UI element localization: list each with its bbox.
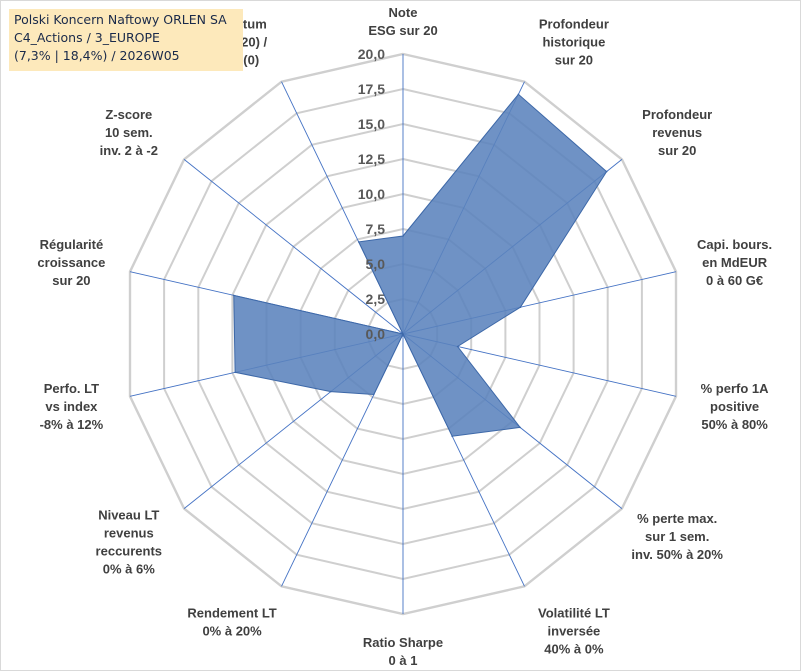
- axis-label-line: 50% à 80%: [701, 417, 768, 432]
- axis-label-line: inv. 2 à -2: [100, 143, 158, 158]
- series-point: [519, 426, 521, 429]
- series-point: [519, 306, 522, 309]
- axis-label-line: sur 1 sem.: [645, 529, 709, 544]
- chart-title-box: Polski Koncern Naftowy ORLEN SA C4_Actio…: [9, 9, 243, 71]
- axis-label-line: inv. 50% à 20%: [631, 547, 723, 562]
- title-company: Polski Koncern Naftowy ORLEN SA: [14, 12, 227, 27]
- tick-label: 7,5: [366, 221, 386, 237]
- axis-label: % perfo 1A positive 50% à 80%: [701, 381, 770, 432]
- axis-label-line: Perfo. LT: [44, 381, 99, 396]
- axis-label-line: Capi. bours.: [697, 237, 772, 252]
- axis-label-line: sur 20: [52, 273, 90, 288]
- axis-label-line: Z-score: [105, 107, 152, 122]
- axis-label-line: en MdEUR: [702, 255, 768, 270]
- axis-label-line: sur 20: [658, 143, 696, 158]
- axis-label-line: 0 à 1: [389, 653, 418, 668]
- axis-label-line: % perfo 1A: [701, 381, 770, 396]
- axis-label: Profondeur revenus sur 20: [642, 107, 712, 158]
- axis-label-line: 0 à 60 G€: [706, 273, 763, 288]
- tick-label: 2,5: [366, 291, 386, 307]
- axis-spoke: [183, 159, 404, 335]
- axis-label: Rendement LT 0% à 20%: [187, 606, 276, 639]
- axis-label-line: sur 20: [555, 52, 593, 67]
- axis-label-line: Régularité: [40, 237, 104, 252]
- title-stats: (7,3% | 18,4%) / 2026W05: [14, 48, 180, 63]
- series-point: [330, 390, 332, 393]
- title-category: C4_Actions / 3_EUROPE: [14, 30, 160, 45]
- axis-label-line: positive: [710, 399, 759, 414]
- axis-label: Z-score 10 sem. inv. 2 à -2: [100, 107, 158, 158]
- axis-label-line: % perte max.: [637, 511, 717, 526]
- axis-label-line: Profondeur: [642, 107, 712, 122]
- axis-label-line: Niveau LT: [98, 508, 159, 523]
- axis-label-line: -8% à 12%: [40, 417, 104, 432]
- tick-label: 17,5: [358, 81, 385, 97]
- axis-label-line: Ratio Sharpe: [363, 635, 443, 650]
- series-point: [517, 93, 520, 96]
- tick-label: 12,5: [358, 151, 385, 167]
- series-point: [402, 235, 404, 237]
- axis-label-line: 40% à 0%: [544, 642, 604, 657]
- tick-label: 5,0: [366, 256, 386, 272]
- axis-label-line: Volatilité LT: [538, 606, 610, 621]
- series-area: [233, 93, 608, 438]
- axis-label-line: Note: [389, 5, 418, 20]
- axis-label-line: revenus: [652, 125, 702, 140]
- series-point: [456, 345, 459, 348]
- axis-label-line: 10 sem.: [105, 125, 153, 140]
- series-point: [234, 371, 236, 374]
- series-point: [357, 241, 360, 243]
- axis-label: Note ESG sur 20: [368, 5, 437, 38]
- series-point: [605, 170, 608, 173]
- axis-label-line: historique: [542, 34, 605, 49]
- tick-label: 15,0: [358, 116, 385, 132]
- axis-label-line: ESG sur 20: [368, 23, 437, 38]
- series-point: [402, 333, 404, 335]
- tick-label: 0,0: [366, 326, 386, 342]
- tick-labels: 0,0 2,5 5,0 7,5 10,0 12,5 15,0 17,5 20,0: [358, 46, 385, 342]
- axis-label-line: 0% à 6%: [103, 562, 155, 577]
- axis-label: Volatilité LT inversée 40% à 0%: [538, 606, 610, 657]
- axis-labels: Note ESG sur 20 Profondeur historique sur 20…: [37, 5, 772, 668]
- tick-label: 20,0: [358, 46, 385, 62]
- series-polygon: [233, 93, 608, 437]
- axis-label: % perte max. sur 1 sem. inv. 50% à 20%: [631, 511, 723, 562]
- axis-label: Profondeur historique sur 20: [539, 16, 609, 67]
- series-point: [451, 435, 454, 438]
- axis-label-line: Profondeur: [539, 16, 609, 31]
- axis-label: Capi. bours. en MdEUR 0 à 60 G€: [697, 237, 772, 288]
- series-point: [373, 393, 375, 396]
- axis-label-line: revenus: [104, 526, 154, 541]
- axis-label: Niveau LT revenus reccurents 0% à 6%: [96, 508, 162, 577]
- axis-label-line: croissance: [37, 255, 105, 270]
- axis-label-line: vs index: [45, 399, 98, 414]
- axis-label-line: reccurents: [96, 544, 162, 559]
- axis-label: Régularité croissance sur 20: [37, 237, 105, 288]
- axis-label: Ratio Sharpe 0 à 1: [363, 635, 443, 668]
- tick-label: 10,0: [358, 186, 385, 202]
- series-point: [233, 294, 235, 297]
- axis-label-line: Rendement LT: [187, 606, 276, 621]
- axis-label-line: 0% à 20%: [202, 624, 262, 639]
- axis-label: Perfo. LT vs index -8% à 12%: [40, 381, 104, 432]
- axis-label-line: inversée: [548, 624, 601, 639]
